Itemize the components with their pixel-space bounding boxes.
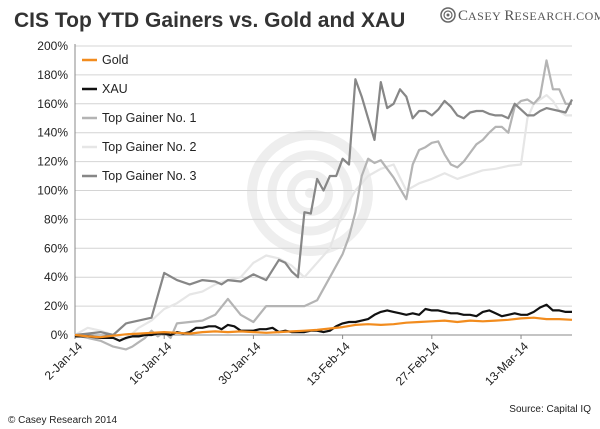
legend-label: Top Gainer No. 2 — [102, 140, 197, 154]
target-logo-icon — [440, 7, 456, 23]
series-line-gold — [74, 316, 573, 339]
legend-label: Top Gainer No. 1 — [102, 111, 197, 125]
x-axis-ticks: 2-Jan-14 16-Jan-14 30-Jan-14 13-Feb-14 27-Fe… — [42, 335, 531, 388]
y-tick-label: 100% — [37, 184, 68, 198]
y-tick-label: 20% — [44, 299, 68, 313]
series-line-top-gainer-no-2 — [74, 93, 572, 341]
copyright-text: © Casey Research 2014 — [8, 415, 118, 426]
y-axis-ticks: 0% 20% 40% 60% 80% 100% 120% 140% 160% 180% 200% — [37, 39, 68, 342]
y-tick-label: 0% — [51, 328, 69, 342]
y-tick-label: 200% — [37, 39, 68, 53]
x-tick-label: 13-Mar-14 — [482, 339, 531, 388]
y-tick-label: 60% — [44, 241, 68, 255]
legend-label: Top Gainer No. 3 — [102, 169, 197, 183]
y-tick-label: 140% — [37, 126, 68, 140]
casey-research-logo: CASEY RESEARCH.COM — [440, 7, 600, 24]
logo-text: CASEY RESEARCH.COM — [458, 8, 600, 24]
x-tick-label: 27-Feb-14 — [393, 339, 442, 388]
y-tick-label: 40% — [44, 270, 68, 284]
chart-title: CIS Top YTD Gainers vs. Gold and XAU — [14, 9, 405, 32]
y-tick-label: 80% — [44, 212, 68, 226]
y-tick-label: 180% — [37, 68, 68, 82]
legend: Gold XAU Top Gainer No. 1 Top Gainer No. 2 T… — [82, 53, 197, 183]
series-line-top-gainer-no-3 — [74, 78, 573, 337]
x-tick-label: 2-Jan-14 — [42, 339, 86, 383]
source-text: Source: Capital IQ — [509, 404, 591, 415]
series-lines — [74, 59, 573, 351]
legend-label: Gold — [102, 53, 128, 67]
y-tick-label: 120% — [37, 155, 68, 169]
y-tick-label: 160% — [37, 97, 68, 111]
x-tick-label: 30-Jan-14 — [215, 339, 263, 387]
legend-label: XAU — [102, 82, 128, 96]
x-tick-label: 13-Feb-14 — [304, 339, 353, 388]
